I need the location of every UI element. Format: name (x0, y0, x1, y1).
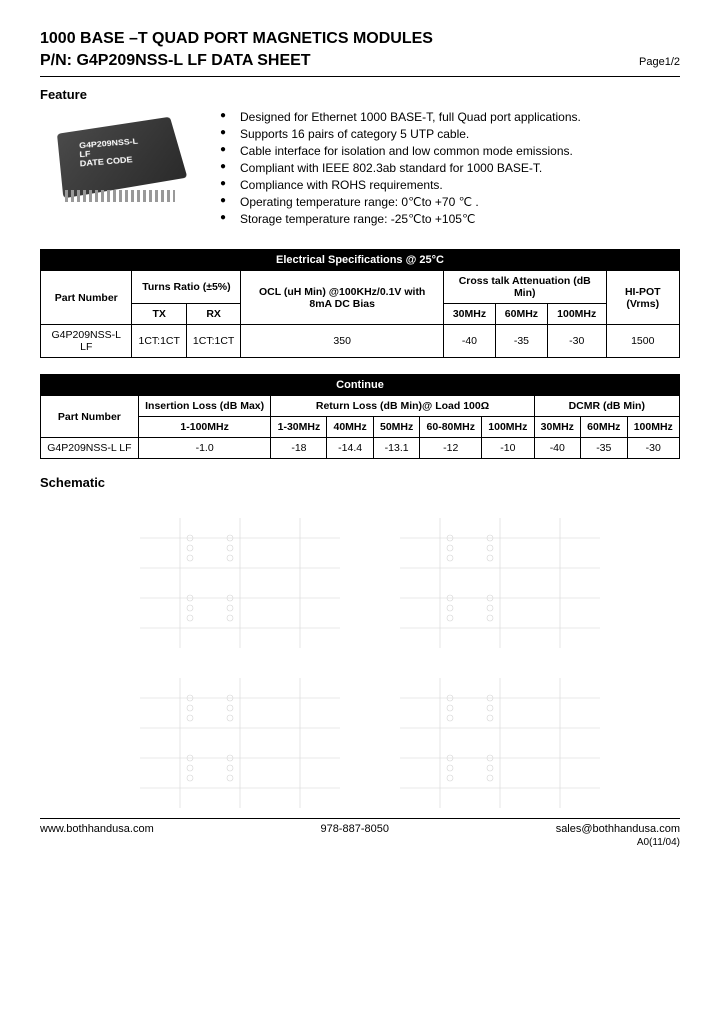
col-part: Part Number (41, 271, 132, 325)
cell-c60: -35 (495, 325, 547, 358)
feature-item: Cable interface for isolation and low co… (220, 144, 581, 158)
col-rl: Return Loss (dB Min)@ Load 100Ω (271, 396, 534, 417)
page-footer: www.bothhandusa.com 978-887-8050 sales@b… (40, 818, 680, 835)
electrical-specs-table: Electrical Specifications @ 25°C Part Nu… (40, 249, 680, 358)
feature-item: Compliant with IEEE 802.3ab standard for… (220, 161, 581, 175)
feature-item: Designed for Ethernet 1000 BASE-T, full … (220, 110, 581, 124)
page-header: 1000 BASE –T QUAD PORT MAGNETICS MODULES… (40, 30, 680, 70)
cell-il: -1.0 (138, 438, 271, 459)
col-d60: 60MHz (581, 417, 628, 438)
part-number-title: P/N: G4P209NSS-L LF DATA SHEET (40, 52, 311, 70)
cell-c30: -40 (443, 325, 495, 358)
col-dcmr: DCMR (dB Min) (534, 396, 679, 417)
cell-hipot: 1500 (606, 325, 680, 358)
feature-item: Compliance with ROHS requirements. (220, 178, 581, 192)
table2-title: Continue (41, 375, 680, 396)
continue-specs-table: Continue Part Number Insertion Loss (dB … (40, 374, 680, 459)
col-d100: 100MHz (627, 417, 679, 438)
cell-d30: -40 (534, 438, 581, 459)
col-crosstalk: Cross talk Attenuation (dB Min) (443, 271, 606, 304)
col-il: Insertion Loss (dB Max) (138, 396, 271, 417)
cell-rl5: -10 (482, 438, 534, 459)
col-turns: Turns Ratio (±5%) (132, 271, 241, 304)
schematic-diagram (40, 498, 680, 818)
col-rl2: 40MHz (327, 417, 374, 438)
col-tx: TX (132, 304, 186, 325)
cell-ocl: 350 (241, 325, 444, 358)
cell-part2: G4P209NSS-L LF (41, 438, 139, 459)
col-rl1: 1-30MHz (271, 417, 327, 438)
cell-rl2: -14.4 (327, 438, 374, 459)
col-c60: 60MHz (495, 304, 547, 325)
feature-item: Storage temperature range: -25℃to +105℃ (220, 212, 581, 226)
cell-rx: 1CT:1CT (186, 325, 240, 358)
cell-part: G4P209NSS-L LF (41, 325, 132, 358)
footer-phone: 978-887-8050 (320, 823, 389, 835)
product-image (40, 110, 200, 210)
cell-rl4: -12 (420, 438, 482, 459)
cell-d60: -35 (581, 438, 628, 459)
col-part2: Part Number (41, 396, 139, 438)
cell-d100: -30 (627, 438, 679, 459)
col-rl3: 50MHz (373, 417, 420, 438)
revision-label: A0(11/04) (40, 837, 680, 848)
page-number: Page1/2 (639, 56, 680, 68)
col-ilr: 1-100MHz (138, 417, 271, 438)
footer-email: sales@bothhandusa.com (556, 823, 680, 835)
footer-url: www.bothhandusa.com (40, 823, 154, 835)
col-ocl: OCL (uH Min) @100KHz/0.1V with 8mA DC Bi… (241, 271, 444, 325)
col-c30: 30MHz (443, 304, 495, 325)
feature-item: Operating temperature range: 0℃to +70 ℃ … (220, 195, 581, 209)
feature-section: Designed for Ethernet 1000 BASE-T, full … (40, 110, 680, 229)
feature-heading: Feature (40, 87, 680, 102)
cell-tx: 1CT:1CT (132, 325, 186, 358)
table1-title: Electrical Specifications @ 25°C (41, 250, 680, 271)
col-rl5: 100MHz (482, 417, 534, 438)
col-hipot: HI-POT (Vrms) (606, 271, 680, 325)
feature-item: Supports 16 pairs of category 5 UTP cabl… (220, 127, 581, 141)
table-row: G4P209NSS-L LF -1.0 -18 -14.4 -13.1 -12 … (41, 438, 680, 459)
col-rl4: 60-80MHz (420, 417, 482, 438)
header-divider (40, 76, 680, 77)
table-row: G4P209NSS-L LF 1CT:1CT 1CT:1CT 350 -40 -… (41, 325, 680, 358)
col-c100: 100MHz (547, 304, 606, 325)
doc-title: 1000 BASE –T QUAD PORT MAGNETICS MODULES (40, 30, 680, 48)
cell-rl3: -13.1 (373, 438, 420, 459)
schematic-heading: Schematic (40, 475, 680, 490)
col-d30: 30MHz (534, 417, 581, 438)
feature-list: Designed for Ethernet 1000 BASE-T, full … (220, 110, 581, 229)
cell-c100: -30 (547, 325, 606, 358)
col-rx: RX (186, 304, 240, 325)
cell-rl1: -18 (271, 438, 327, 459)
